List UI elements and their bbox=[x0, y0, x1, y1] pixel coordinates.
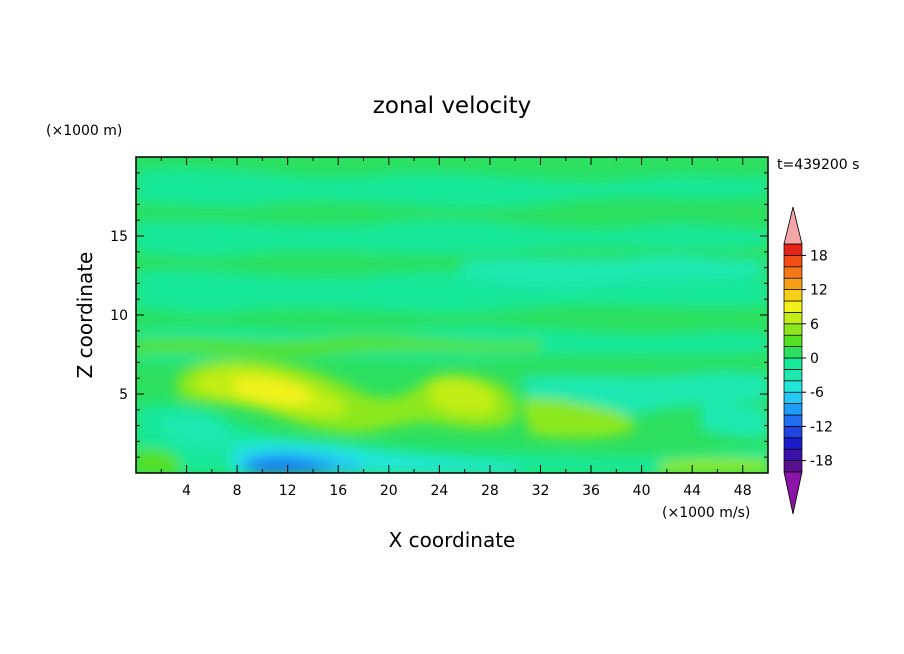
contour-region bbox=[428, 378, 496, 416]
colorbar-segment bbox=[783, 255, 803, 268]
x-tick-label: 20 bbox=[380, 483, 398, 499]
contour-region bbox=[254, 461, 318, 473]
contour-region bbox=[700, 404, 768, 438]
y-axis: 5 10 15 bbox=[110, 172, 768, 458]
colorbar-tick-label: -12 bbox=[810, 419, 833, 435]
colorbar-segment bbox=[783, 380, 803, 393]
x-tick-label: 12 bbox=[279, 483, 297, 499]
x-tick-label: 40 bbox=[633, 483, 651, 499]
x-axis-label: X coordinate bbox=[389, 528, 516, 552]
colorbar-tick-label: -18 bbox=[810, 454, 833, 470]
contour-field bbox=[136, 167, 768, 473]
y-tick-label: 5 bbox=[119, 387, 128, 403]
contour-region bbox=[136, 448, 180, 473]
y-tick-label: 15 bbox=[110, 229, 128, 245]
colorbar-segment bbox=[783, 369, 803, 382]
colorbar-tick-label: 0 bbox=[810, 351, 819, 367]
colorbar-segment bbox=[783, 426, 803, 439]
colorbar-segment bbox=[783, 414, 803, 427]
colorbar-segment bbox=[783, 346, 803, 359]
colorbar-segment bbox=[783, 357, 803, 370]
colorbar-segment bbox=[783, 437, 803, 450]
colorbar-segment bbox=[783, 266, 803, 279]
colorbar: 18 12 6 0 -6 -12 -18 bbox=[783, 206, 833, 515]
contour-region bbox=[136, 167, 768, 209]
colorbar-tick-label: 6 bbox=[810, 317, 819, 333]
x-tick-label: 8 bbox=[233, 483, 242, 499]
x-tick-label: 48 bbox=[734, 483, 752, 499]
x-tick-label: 16 bbox=[329, 483, 347, 499]
contour-region bbox=[136, 218, 768, 258]
colorbar-segment bbox=[783, 300, 803, 313]
y-axis-label: Z coordinate bbox=[73, 252, 97, 379]
time-label: t=439200 s bbox=[777, 157, 859, 173]
x-tick-label: 28 bbox=[481, 483, 499, 499]
y-unit-label: (×1000 m) bbox=[46, 123, 122, 139]
plot-area bbox=[136, 157, 768, 473]
x-axis: 4 8 12 16 20 24 28 32 36 40 44 48 bbox=[160, 157, 752, 499]
x-tick-label: 4 bbox=[182, 483, 191, 499]
colorbar-tick-label: 18 bbox=[810, 248, 828, 264]
contour-region bbox=[460, 254, 768, 288]
contour-region bbox=[232, 377, 313, 405]
x-tick-label: 36 bbox=[582, 483, 600, 499]
colorbar-segment bbox=[783, 391, 803, 404]
y-tick-label: 10 bbox=[110, 308, 128, 324]
x-unit-label: (×1000 m/s) bbox=[662, 505, 750, 521]
colorbar-under-arrow bbox=[783, 471, 803, 515]
colorbar-segment bbox=[783, 289, 803, 302]
colorbar-over-arrow bbox=[783, 206, 803, 245]
colorbar-segment bbox=[783, 323, 803, 336]
colorbar-segment bbox=[783, 334, 803, 347]
colorbar-tick-label: 12 bbox=[810, 283, 828, 299]
colorbar-segment bbox=[783, 277, 803, 290]
contour-region bbox=[660, 458, 768, 473]
x-tick-label: 24 bbox=[430, 483, 448, 499]
x-tick-label: 44 bbox=[683, 483, 701, 499]
colorbar-segment bbox=[783, 243, 803, 256]
contour-region bbox=[160, 413, 230, 449]
chart-title: zonal velocity bbox=[373, 93, 531, 119]
x-tick-label: 32 bbox=[532, 483, 550, 499]
colorbar-segment bbox=[783, 312, 803, 325]
colorbar-segment bbox=[783, 448, 803, 461]
contour-region bbox=[136, 335, 540, 356]
colorbar-segment bbox=[783, 403, 803, 416]
colorbar-segment bbox=[783, 460, 803, 473]
contour-region bbox=[136, 269, 768, 314]
contour-region bbox=[520, 398, 634, 439]
colorbar-tick-label: -6 bbox=[810, 385, 824, 401]
